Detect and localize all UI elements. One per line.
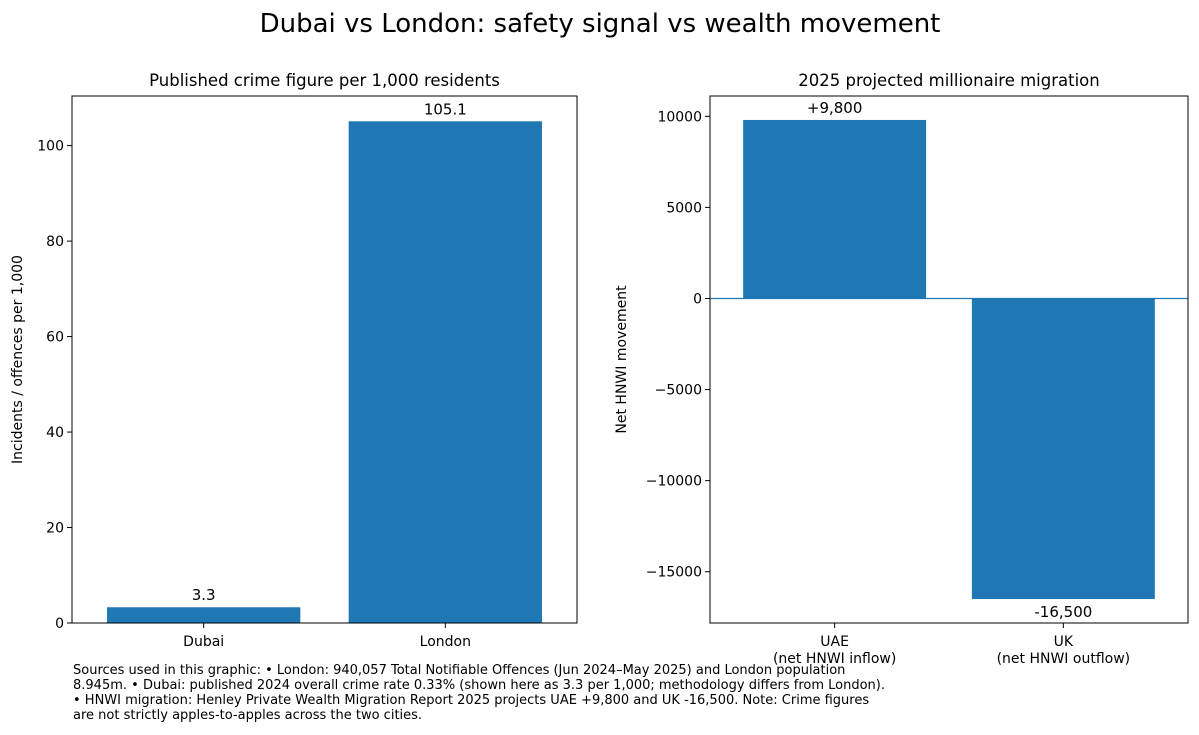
- migration-y-tick-label: 0: [693, 291, 702, 307]
- crime-y-tick-label: 0: [55, 616, 64, 632]
- migration-chart-title: 2025 projected millionaire migration: [798, 71, 1099, 90]
- crime-chart-panel: Published crime figure per 1,000 residen…: [10, 71, 578, 650]
- crime-chart-y-axis-label: Incidents / offences per 1,000: [10, 255, 26, 464]
- crime-x-tick-label: Dubai: [183, 634, 224, 650]
- migration-x-tick-label: (net HNWI inflow): [773, 651, 896, 667]
- migration-data-label: -16,500: [1034, 603, 1092, 621]
- migration-chart-panel: 2025 projected millionaire migration Net…: [614, 71, 1189, 667]
- migration-x-tick-label: (net HNWI outflow): [997, 651, 1131, 667]
- migration-y-tick-label: −10000: [646, 474, 702, 490]
- migration-x-tick-label: UAE: [820, 634, 849, 650]
- migration-bar: [743, 119, 927, 299]
- crime-bar: [107, 607, 301, 623]
- sources-line: are not strictly apples-to-apples across…: [73, 708, 423, 723]
- crime-chart-frame: [71, 95, 578, 624]
- crime-chart-title: Published crime figure per 1,000 residen…: [149, 71, 500, 90]
- migration-x-tick-label: UK: [1054, 634, 1074, 650]
- sources-line: Sources used in this graphic: • London: …: [73, 663, 846, 678]
- migration-chart-frame: [709, 95, 1189, 624]
- migration-data-label: +9,800: [807, 99, 863, 117]
- crime-y-tick-label: 100: [37, 139, 64, 155]
- crime-x-tick-label: London: [420, 634, 471, 650]
- crime-y-tick-label: 60: [46, 330, 64, 346]
- migration-y-tick-label: −5000: [655, 383, 702, 399]
- crime-y-tick-label: 20: [46, 521, 64, 537]
- migration-y-tick-label: 5000: [666, 200, 702, 216]
- migration-chart-y-axis-label: Net HNWI movement: [614, 285, 630, 434]
- migration-y-tick-label: −15000: [646, 565, 702, 581]
- figure-title: Dubai vs London: safety signal vs wealth…: [260, 9, 941, 39]
- crime-y-tick-label: 80: [46, 234, 64, 250]
- migration-bar: [971, 298, 1155, 600]
- crime-y-tick-label: 40: [46, 425, 64, 441]
- crime-data-label: 105.1: [424, 100, 467, 118]
- crime-bar: [348, 121, 542, 624]
- migration-y-tick-label: 10000: [657, 109, 702, 125]
- sources-line: 8.945m. • Dubai: published 2024 overall …: [73, 678, 886, 693]
- sources-note: Sources used in this graphic: • London: …: [73, 663, 973, 723]
- sources-line: • HNWI migration: Henley Private Wealth …: [73, 693, 870, 708]
- crime-data-label: 3.3: [192, 586, 216, 604]
